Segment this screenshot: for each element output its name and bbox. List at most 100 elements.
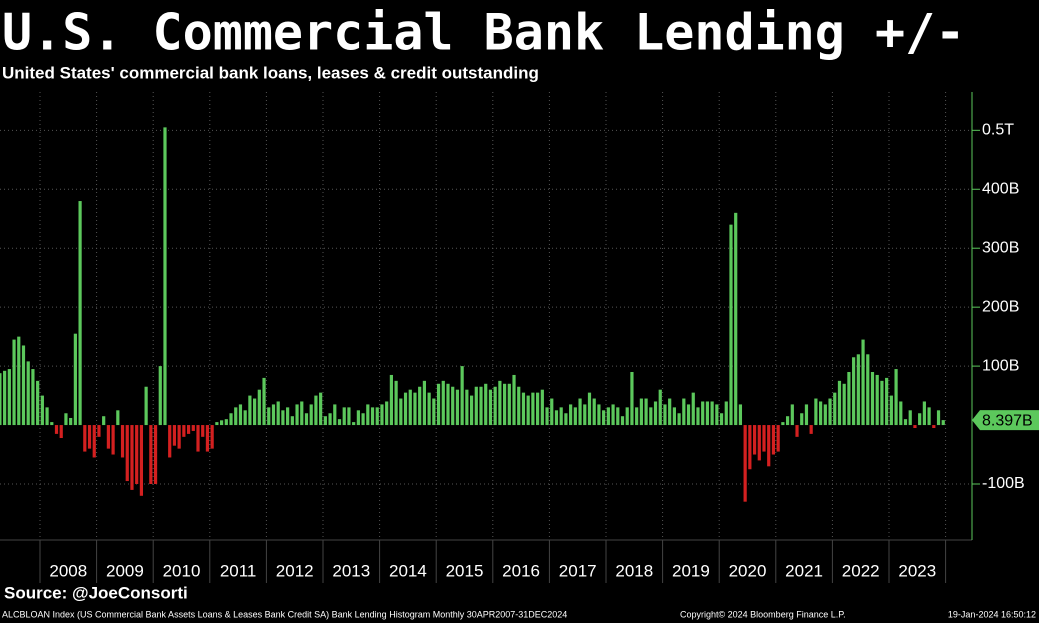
- y-tick-label: 100B: [982, 357, 1019, 374]
- bar: [215, 422, 219, 426]
- bar: [502, 383, 507, 426]
- bar: [50, 422, 54, 426]
- bar: [658, 389, 662, 426]
- bar: [856, 354, 860, 426]
- bar: [210, 425, 214, 449]
- bar: [163, 127, 167, 426]
- bar: [234, 407, 238, 426]
- bar: [366, 404, 370, 426]
- bar: [639, 398, 643, 426]
- bar: [54, 425, 59, 434]
- x-tick-label: 2014: [389, 561, 427, 580]
- bar: [314, 395, 318, 426]
- bar: [149, 425, 153, 484]
- bar: [394, 380, 398, 426]
- bar: [253, 398, 257, 426]
- bar: [899, 401, 903, 426]
- bar: [885, 377, 889, 426]
- bar: [300, 401, 304, 426]
- bar: [719, 413, 724, 426]
- bar: [328, 413, 332, 426]
- bar: [422, 380, 427, 426]
- bar: [795, 425, 799, 437]
- bar: [0, 373, 2, 426]
- y-tick-label: 300B: [982, 239, 1019, 256]
- bar: [644, 398, 648, 426]
- bar: [403, 392, 408, 426]
- current-value-label: 8.397B: [982, 412, 1033, 429]
- bar: [592, 398, 596, 426]
- bar: [460, 366, 464, 426]
- bar: [474, 386, 478, 426]
- bar: [441, 380, 445, 426]
- bar: [649, 407, 653, 426]
- bar: [484, 383, 488, 426]
- bar: [635, 407, 639, 426]
- bar: [319, 392, 323, 426]
- x-tick-label: 2017: [559, 561, 597, 580]
- bar: [304, 413, 309, 426]
- bar: [21, 345, 26, 426]
- x-tick-label: 2010: [163, 561, 201, 580]
- bar: [286, 407, 290, 426]
- bar: [559, 407, 563, 426]
- bar: [677, 413, 681, 426]
- bar: [116, 410, 120, 426]
- bar: [83, 425, 87, 452]
- bar: [833, 392, 837, 426]
- bar: [776, 425, 780, 452]
- x-tick-label: 2021: [785, 561, 823, 580]
- bar: [932, 425, 936, 428]
- bar: [36, 380, 40, 426]
- bar: [573, 407, 577, 426]
- bar: [653, 401, 658, 426]
- bar: [106, 425, 110, 449]
- bar: [672, 407, 676, 426]
- x-tick-label: 2008: [49, 561, 87, 580]
- bar: [465, 389, 469, 426]
- bar: [469, 395, 474, 426]
- bar: [427, 392, 431, 426]
- bar: [880, 380, 884, 426]
- bar: [130, 425, 134, 490]
- bar: [352, 422, 356, 426]
- bar: [809, 425, 813, 434]
- bar: [40, 395, 44, 426]
- bar: [715, 404, 719, 426]
- bar: [281, 410, 285, 426]
- bar: [257, 389, 261, 426]
- bar: [757, 425, 761, 461]
- bar: [26, 361, 30, 426]
- bar: [45, 407, 49, 426]
- chart-title: U.S. Commercial Bank Lending +/-: [2, 4, 965, 62]
- bar: [125, 425, 129, 482]
- bar: [385, 401, 389, 426]
- bar: [540, 389, 544, 426]
- bar: [191, 425, 195, 431]
- bar: [436, 383, 441, 426]
- bar: [804, 404, 809, 426]
- bar: [748, 425, 752, 470]
- bar: [771, 425, 776, 455]
- bar: [120, 425, 125, 458]
- bar: [248, 395, 252, 426]
- bar: [243, 410, 247, 426]
- bar: [828, 398, 832, 426]
- bar: [408, 389, 412, 426]
- bar: [691, 392, 695, 426]
- bar: [550, 398, 554, 426]
- bar: [413, 392, 417, 426]
- bar: [521, 392, 526, 426]
- x-tick-label: 2015: [446, 561, 484, 580]
- bar: [64, 413, 68, 426]
- bar: [941, 420, 945, 426]
- current-value-marker: [972, 410, 1039, 431]
- bar: [375, 407, 379, 426]
- bar: [710, 401, 714, 426]
- bar: [583, 404, 587, 426]
- bar: [389, 374, 393, 426]
- bar: [17, 336, 21, 426]
